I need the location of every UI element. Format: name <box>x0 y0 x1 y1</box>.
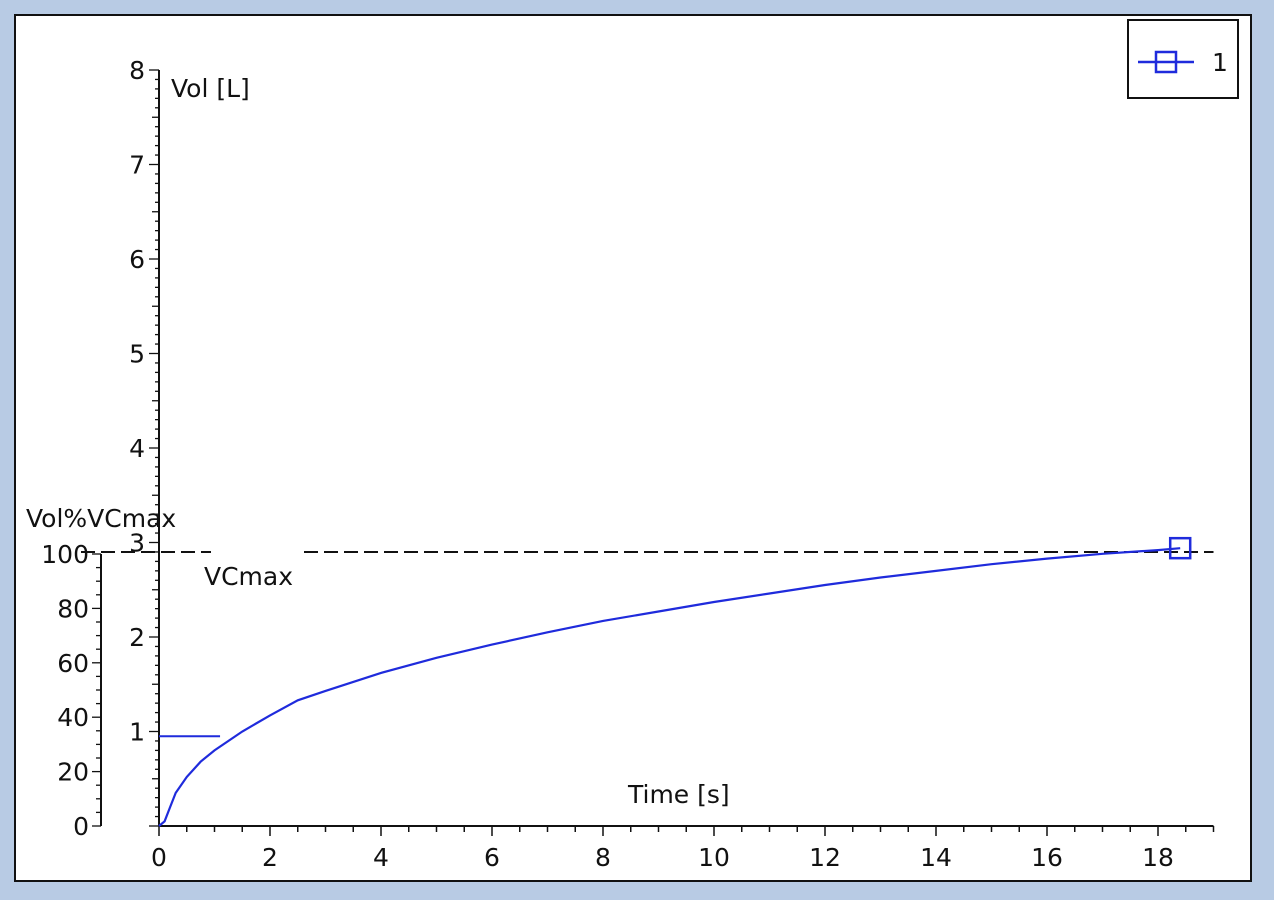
x-tick-label: 18 <box>1142 843 1174 872</box>
y-tick-label: 7 <box>129 151 145 180</box>
x-tick-label: 8 <box>595 843 611 872</box>
x-tick-label: 2 <box>262 843 278 872</box>
x-tick-label: 4 <box>373 843 389 872</box>
y2-tick-label: 40 <box>57 703 89 732</box>
series-line <box>158 547 1181 827</box>
y2-tick-label: 60 <box>57 649 89 678</box>
x-tick-label: 16 <box>1031 843 1063 872</box>
y-tick-label: 3 <box>129 529 145 558</box>
x-tick-label: 6 <box>484 843 500 872</box>
y-tick-label: 4 <box>129 434 145 463</box>
legend-square-marker-icon <box>1154 50 1178 74</box>
x-tick-label: 0 <box>151 843 167 872</box>
x-tick-label: 14 <box>920 843 952 872</box>
x-tick-label: 12 <box>809 843 841 872</box>
y-tick-label: 1 <box>129 718 145 747</box>
y-axis-title: Vol [L] <box>171 74 250 103</box>
series-end-marker <box>1168 536 1192 560</box>
y2-axis-title: Vol%VCmax <box>26 504 176 533</box>
y2-tick-label: 20 <box>57 758 89 787</box>
chart-frame: 0 2 4 6 8 10 12 14 16 18 1 2 3 4 5 6 7 8 0 20 40 60 80 100 Vol … <box>14 14 1252 882</box>
y-tick-label: 6 <box>129 245 145 274</box>
legend-label: 1 <box>1212 48 1228 77</box>
series-layer <box>158 536 1192 827</box>
vcmax-label: VCmax <box>204 562 293 591</box>
y-tick-label: 5 <box>129 340 145 369</box>
legend[interactable]: 1 <box>1127 19 1239 99</box>
y-tick-label: 8 <box>129 56 145 85</box>
y2-tick-label: 0 <box>73 812 89 841</box>
y-tick-label: 2 <box>129 623 145 652</box>
y2-tick-label: 80 <box>57 594 89 623</box>
x-axis-title: Time [s] <box>627 780 730 809</box>
y2-tick-label: 100 <box>41 540 89 569</box>
x-tick-label: 10 <box>698 843 730 872</box>
